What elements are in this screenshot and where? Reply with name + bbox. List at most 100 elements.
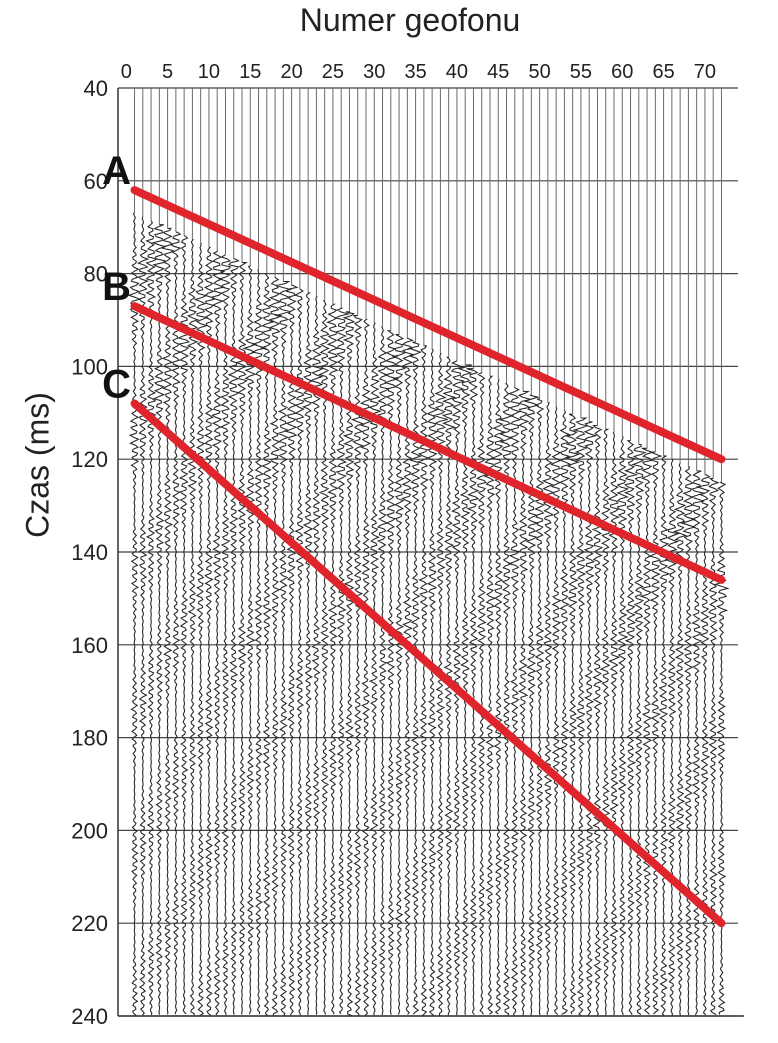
trace-wiggle bbox=[407, 341, 422, 1015]
x-tick-label: 20 bbox=[280, 61, 302, 83]
trace-wiggle bbox=[672, 462, 688, 1016]
trace-wiggle bbox=[534, 398, 546, 1016]
trace-wiggle bbox=[176, 235, 191, 1015]
trace-wiggle bbox=[400, 337, 415, 1015]
x-tick-label: 70 bbox=[694, 61, 716, 83]
trace-wiggle bbox=[242, 265, 258, 1015]
trace-wiggle bbox=[658, 455, 671, 1016]
trace-wiggle bbox=[498, 383, 515, 1016]
trace-wiggle bbox=[616, 436, 630, 1016]
x-tick-label: 10 bbox=[198, 61, 220, 83]
y-tick-label: 100 bbox=[71, 354, 108, 379]
trace-wiggle bbox=[169, 231, 182, 1015]
trace-wiggle bbox=[318, 299, 330, 1015]
trace-wiggle bbox=[367, 322, 382, 1016]
series-line-c bbox=[130, 399, 726, 928]
x-tick-label: 15 bbox=[239, 61, 261, 83]
trace-wiggle bbox=[490, 379, 507, 1015]
trace-wiggle bbox=[251, 269, 268, 1015]
x-tick-label: 40 bbox=[446, 61, 468, 83]
trace-wiggle bbox=[350, 315, 365, 1016]
trace-wiggle bbox=[161, 227, 175, 1015]
trace-wiggle bbox=[558, 410, 572, 1015]
trace-wiggle bbox=[151, 224, 167, 1015]
trace-wiggle bbox=[432, 352, 448, 1016]
trace-wiggle bbox=[708, 478, 720, 1016]
trace-wiggle bbox=[426, 349, 439, 1016]
series-label-c: C bbox=[102, 363, 131, 407]
trace-wiggle bbox=[639, 447, 655, 1015]
x-tick-label: 25 bbox=[322, 61, 344, 83]
trace-wiggle bbox=[391, 334, 407, 1015]
trace-wiggle bbox=[217, 254, 232, 1016]
x-tick-label: 0 bbox=[121, 61, 132, 83]
trace-wiggle bbox=[583, 421, 598, 1016]
trace-wiggle bbox=[713, 481, 730, 1015]
trace-wiggle bbox=[301, 292, 314, 1015]
trace-wiggle bbox=[274, 280, 293, 1016]
trace-wiggle bbox=[550, 406, 562, 1015]
trace-wiggle bbox=[268, 277, 283, 1016]
trace-wiggle bbox=[623, 440, 639, 1015]
series-line-a bbox=[130, 186, 726, 464]
trace-wiggle bbox=[325, 303, 339, 1015]
trace-wiggle bbox=[358, 318, 372, 1016]
x-tick-label: 60 bbox=[611, 61, 633, 83]
trace-wiggle bbox=[259, 273, 276, 1016]
trace-wiggle bbox=[507, 387, 522, 1016]
x-tick-label: 50 bbox=[528, 61, 550, 83]
trace-wiggle bbox=[186, 239, 200, 1016]
trace-wiggle bbox=[126, 212, 142, 1016]
x-tick-label: 55 bbox=[570, 61, 592, 83]
trace-wiggle bbox=[599, 428, 611, 1016]
trace-wiggle bbox=[517, 390, 531, 1016]
trace-wiggle bbox=[648, 451, 663, 1015]
y-tick-label: 120 bbox=[71, 447, 108, 472]
trace-wiggle bbox=[680, 466, 697, 1016]
trace-wiggle bbox=[383, 330, 400, 1015]
y-tick-label: 140 bbox=[71, 540, 108, 565]
trace-wiggle bbox=[284, 284, 299, 1016]
trace-wiggle bbox=[210, 250, 226, 1016]
y-tick-label: 200 bbox=[71, 818, 108, 843]
trace-wiggle bbox=[416, 345, 430, 1016]
series-line-b bbox=[130, 302, 726, 584]
trace-wiggle bbox=[227, 258, 241, 1015]
trace-wiggle bbox=[309, 296, 325, 1015]
trace-wiggle bbox=[606, 432, 621, 1016]
trace-wiggle bbox=[695, 474, 711, 1016]
x-axis-title: Numer geofonu bbox=[299, 2, 521, 38]
trace-wiggle bbox=[475, 371, 489, 1015]
trace-wiggle bbox=[541, 402, 555, 1015]
trace-wiggle bbox=[193, 243, 209, 1016]
y-tick-label: 40 bbox=[84, 76, 108, 101]
y-tick-label: 220 bbox=[71, 911, 108, 936]
trace-wiggle bbox=[690, 470, 706, 1016]
x-tick-label: 5 bbox=[162, 61, 173, 83]
y-tick-label: 60 bbox=[84, 169, 108, 194]
trace-wiggle bbox=[203, 246, 216, 1016]
trace-wiggle bbox=[630, 443, 647, 1015]
trace-wiggle bbox=[293, 288, 305, 1016]
x-tick-label: 65 bbox=[652, 61, 674, 83]
y-tick-label: 240 bbox=[71, 1004, 108, 1029]
series-label-a: A bbox=[102, 149, 131, 193]
x-tick-label: 45 bbox=[487, 61, 509, 83]
trace-wiggle bbox=[483, 375, 497, 1015]
trace-wiggle bbox=[333, 307, 351, 1015]
trace-wiggle bbox=[235, 262, 248, 1015]
y-tick-label: 160 bbox=[71, 633, 108, 658]
trace-wiggle bbox=[664, 459, 681, 1016]
y-tick-label: 180 bbox=[71, 726, 108, 751]
y-tick-label: 80 bbox=[84, 262, 108, 287]
trace-wiggle bbox=[144, 220, 159, 1016]
x-tick-label: 35 bbox=[404, 61, 426, 83]
x-tick-label: 30 bbox=[363, 61, 385, 83]
trace-wiggle bbox=[466, 368, 480, 1016]
trace-wiggle bbox=[591, 424, 604, 1016]
trace-wiggle bbox=[457, 364, 473, 1016]
trace-wiggle bbox=[522, 394, 540, 1016]
series-label-b: B bbox=[102, 265, 131, 309]
